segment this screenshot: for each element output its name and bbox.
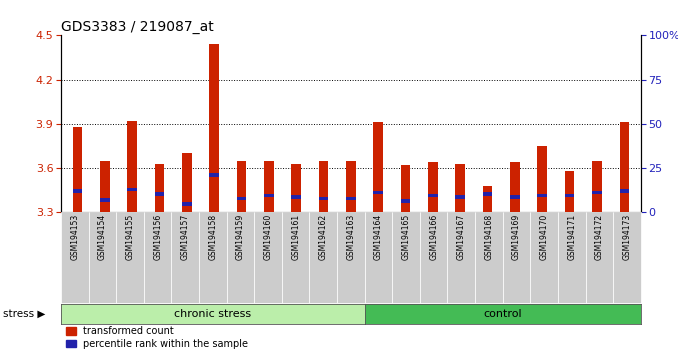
Bar bbox=[374, 191, 383, 194]
Bar bbox=[538, 146, 547, 212]
Bar bbox=[100, 161, 110, 212]
Text: chronic stress: chronic stress bbox=[174, 309, 252, 319]
Text: GSM194153: GSM194153 bbox=[71, 214, 79, 261]
Text: GSM194159: GSM194159 bbox=[236, 214, 245, 261]
Text: GSM194167: GSM194167 bbox=[457, 214, 466, 261]
Bar bbox=[428, 162, 438, 212]
Text: GSM194158: GSM194158 bbox=[208, 214, 218, 260]
Bar bbox=[592, 161, 602, 212]
Text: GSM194155: GSM194155 bbox=[125, 214, 134, 261]
Text: GSM194173: GSM194173 bbox=[622, 214, 631, 261]
Bar bbox=[401, 165, 410, 212]
Bar bbox=[155, 164, 164, 212]
Legend: transformed count, percentile rank within the sample: transformed count, percentile rank withi… bbox=[66, 326, 248, 349]
Bar bbox=[182, 202, 192, 206]
Bar bbox=[401, 200, 410, 203]
Bar bbox=[565, 194, 574, 197]
Bar bbox=[620, 189, 629, 193]
Bar bbox=[510, 162, 520, 212]
Bar bbox=[155, 192, 164, 196]
Bar bbox=[428, 194, 438, 197]
Text: GSM194170: GSM194170 bbox=[540, 214, 549, 261]
Text: GDS3383 / 219087_at: GDS3383 / 219087_at bbox=[61, 21, 214, 34]
Text: GSM194157: GSM194157 bbox=[181, 214, 190, 261]
Text: GSM194168: GSM194168 bbox=[484, 214, 494, 260]
Text: GSM194160: GSM194160 bbox=[264, 214, 273, 261]
Text: GSM194172: GSM194172 bbox=[595, 214, 604, 260]
Bar bbox=[237, 196, 246, 200]
Bar bbox=[237, 161, 246, 212]
Bar bbox=[483, 192, 492, 196]
Bar bbox=[374, 122, 383, 212]
Text: GSM194161: GSM194161 bbox=[291, 214, 300, 260]
Text: control: control bbox=[483, 309, 522, 319]
Bar bbox=[319, 196, 328, 200]
Text: GSM194169: GSM194169 bbox=[512, 214, 521, 261]
Bar bbox=[210, 44, 219, 212]
Bar bbox=[264, 194, 274, 197]
Text: GSM194163: GSM194163 bbox=[346, 214, 355, 261]
Bar bbox=[73, 127, 82, 212]
Bar bbox=[127, 121, 137, 212]
Bar bbox=[210, 173, 219, 177]
Text: GSM194165: GSM194165 bbox=[401, 214, 411, 261]
Bar bbox=[592, 191, 602, 194]
Text: stress ▶: stress ▶ bbox=[3, 309, 46, 319]
Bar bbox=[127, 188, 137, 192]
Bar bbox=[292, 164, 301, 212]
Bar bbox=[456, 164, 465, 212]
Text: GSM194164: GSM194164 bbox=[374, 214, 383, 261]
Text: GSM194162: GSM194162 bbox=[319, 214, 327, 260]
Bar bbox=[73, 189, 82, 193]
Bar bbox=[538, 194, 547, 197]
Bar bbox=[510, 195, 520, 199]
Text: GSM194154: GSM194154 bbox=[98, 214, 107, 261]
Bar bbox=[346, 161, 356, 212]
Bar bbox=[620, 122, 629, 212]
Text: GSM194171: GSM194171 bbox=[567, 214, 576, 260]
Text: GSM194156: GSM194156 bbox=[153, 214, 162, 261]
Bar bbox=[182, 153, 192, 212]
Bar bbox=[483, 186, 492, 212]
Bar bbox=[565, 171, 574, 212]
Bar bbox=[292, 195, 301, 199]
Bar bbox=[100, 198, 110, 202]
Text: GSM194166: GSM194166 bbox=[429, 214, 438, 261]
Bar bbox=[264, 161, 274, 212]
Bar bbox=[346, 196, 356, 200]
Bar bbox=[456, 195, 465, 199]
Bar bbox=[319, 161, 328, 212]
